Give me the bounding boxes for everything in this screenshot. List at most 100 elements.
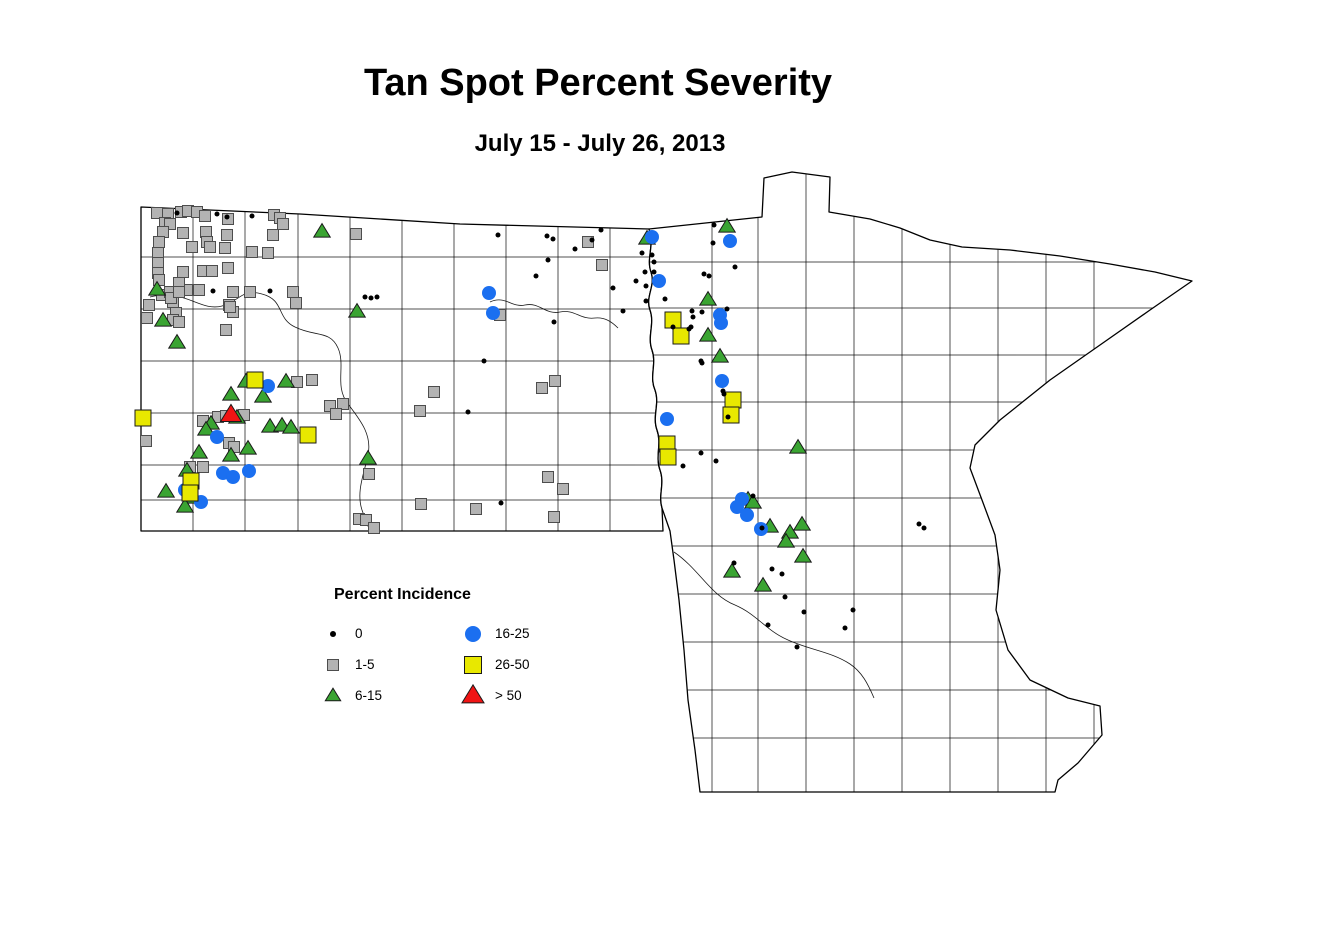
data-point: [548, 511, 560, 523]
data-point: [732, 264, 738, 270]
data-point: [916, 521, 922, 527]
data-point: [723, 234, 737, 248]
data-point: [153, 311, 173, 327]
data-point: [219, 403, 243, 422]
data-point: [173, 286, 185, 298]
data-point: [715, 374, 729, 388]
legend-item-label: 6-15: [355, 688, 383, 703]
data-point: [651, 269, 657, 275]
data-point: [589, 237, 595, 243]
data-point: [330, 408, 342, 420]
data-point: [153, 236, 165, 248]
blue-circle-icon: [460, 622, 486, 646]
data-point: [701, 271, 707, 277]
data-point: [680, 463, 686, 469]
data-point: [175, 497, 195, 513]
gray-square-icon: [320, 653, 346, 677]
data-point: [368, 522, 380, 534]
data-point: [782, 594, 788, 600]
data-point: [533, 273, 539, 279]
data-point: [281, 418, 301, 434]
data-point: [765, 622, 771, 628]
minnesota-river: [673, 551, 875, 699]
data-point: [649, 252, 655, 258]
page-title: Tan Spot Percent Severity: [363, 62, 833, 104]
data-point: [374, 294, 380, 300]
data-point: [193, 284, 205, 296]
devils-lake-river: [489, 299, 619, 329]
legend-item: 1-5: [320, 649, 460, 680]
data-point: [224, 214, 230, 220]
data-point: [730, 500, 744, 514]
data-point: [481, 358, 487, 364]
data-point: [699, 309, 705, 315]
data-point: [542, 471, 554, 483]
data-point: [572, 246, 578, 252]
data-point: [544, 233, 550, 239]
data-point: [221, 385, 241, 401]
data-point: [550, 236, 556, 242]
data-point: [465, 409, 471, 415]
data-point: [722, 562, 742, 578]
data-point: [337, 398, 349, 410]
data-point: [724, 306, 730, 312]
data-point: [204, 241, 216, 253]
legend-item: 0: [320, 618, 460, 649]
page-subtitle: July 15 - July 26, 2013: [474, 130, 726, 157]
legend: Percent Incidence 0 1-5 6-15: [320, 586, 620, 711]
legend-column-left: 0 1-5 6-15: [320, 618, 460, 711]
data-point: [363, 468, 375, 480]
data-point: [267, 288, 273, 294]
data-point: [495, 232, 501, 238]
north-dakota-county-grid: [141, 207, 663, 531]
data-point: [750, 493, 756, 499]
data-point: [717, 217, 737, 233]
data-point: [659, 448, 677, 466]
data-point: [921, 525, 927, 531]
data-point: [147, 280, 167, 296]
data-point: [710, 240, 716, 246]
data-point: [672, 327, 690, 345]
legend-item-label: 16-25: [495, 626, 530, 641]
red-triangle-icon: [460, 683, 486, 708]
data-point: [415, 498, 427, 510]
legend-item-label: 0: [355, 626, 363, 641]
data-point: [244, 286, 256, 298]
data-point: [779, 571, 785, 577]
data-point: [769, 566, 775, 572]
data-point: [221, 446, 241, 462]
data-point: [290, 297, 302, 309]
data-point: [740, 508, 754, 522]
series-26-50: [134, 311, 742, 502]
data-point: [850, 607, 856, 613]
legend-item: 26-50: [460, 649, 530, 680]
data-point: [312, 222, 332, 238]
data-point: [134, 409, 152, 427]
data-point: [725, 414, 731, 420]
data-point: [261, 379, 275, 393]
series-1-5: [140, 205, 608, 534]
data-point: [428, 386, 440, 398]
data-point: [470, 503, 482, 515]
data-point: [642, 269, 648, 275]
data-point: [698, 290, 718, 306]
data-point: [246, 371, 264, 389]
data-point: [714, 316, 728, 330]
data-point: [167, 333, 187, 349]
data-point: [551, 319, 557, 325]
data-point: [220, 324, 232, 336]
data-point: [222, 262, 234, 274]
data-point: [306, 374, 318, 386]
data-point: [643, 298, 649, 304]
green-triangle-icon: [320, 684, 346, 708]
legend-item-label: 26-50: [495, 657, 530, 672]
data-point: [698, 326, 718, 342]
data-point: [670, 324, 676, 330]
data-point: [221, 229, 233, 241]
data-point: [645, 230, 659, 244]
data-point: [792, 515, 812, 531]
data-point: [842, 625, 848, 631]
data-point: [262, 247, 274, 259]
data-point: [199, 210, 211, 222]
data-point: [662, 296, 668, 302]
